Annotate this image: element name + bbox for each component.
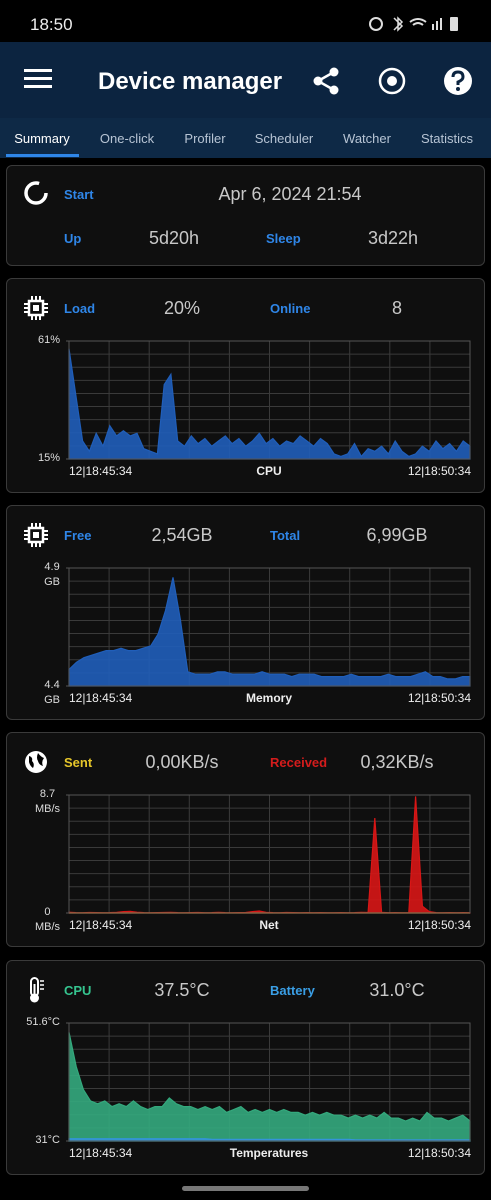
grid: [68, 794, 471, 914]
plot-frame: [68, 1022, 471, 1142]
tab[interactable]: Statistics: [420, 131, 474, 146]
tab-bar: Summary One-click Profiler Scheduler Wat…: [0, 118, 491, 158]
y-tick-label: 31°C: [35, 1134, 60, 1146]
stats-card: Free 2,54GB Total 6,99GB 4.4 GB 4.9 GB 12|18:4…: [6, 505, 485, 720]
stat-value: 8: [391, 298, 403, 318]
start-label: Start: [64, 187, 94, 202]
tab-indicator: [6, 154, 79, 157]
home-indicator: [182, 1186, 309, 1191]
stat-value: 6,99GB: [366, 525, 428, 545]
tab[interactable]: Scheduler: [254, 131, 314, 146]
y-tick-label: 51.6°C: [26, 1016, 60, 1028]
share-button[interactable]: [312, 66, 342, 96]
series-area: [68, 1138, 471, 1142]
card-icon: [24, 296, 48, 320]
stat-label: Online: [270, 301, 311, 316]
series-area: [68, 1032, 471, 1142]
chart: [66, 340, 471, 460]
tab[interactable]: Watcher: [343, 131, 391, 146]
stat-value: 31.0°C: [369, 980, 425, 1000]
up-label: Up: [64, 231, 82, 246]
stat-value: 37.5°C: [154, 980, 210, 1000]
stat-label: CPU: [64, 983, 92, 998]
x-end-label: 12|18:50:34: [407, 918, 471, 932]
x-axis-title: CPU: [256, 464, 282, 478]
card-icon: [24, 523, 48, 547]
x-start-label: 12|18:45:34: [69, 1146, 133, 1160]
tab[interactable]: Summary: [14, 131, 70, 146]
start-value: Apr 6, 2024 21:54: [218, 184, 362, 204]
sleep-label: Sleep: [266, 231, 301, 246]
stat-value: 0,00KB/s: [145, 752, 219, 772]
stat-label: Sent: [64, 755, 93, 770]
up-value: 5d20h: [148, 228, 200, 248]
stat-label: Total: [270, 528, 301, 543]
status-icons: [369, 16, 458, 32]
status-bar: 18:50: [0, 0, 491, 42]
tab[interactable]: Profiler: [184, 131, 226, 146]
stats-card: Sent 0,00KB/s Received 0,32KB/s 0 MB/s 8.7 MB…: [6, 732, 485, 947]
clock: 18:50: [30, 15, 73, 34]
x-start-label: 12|18:45:34: [69, 691, 133, 705]
series-area: [68, 348, 471, 460]
y-tick-label: 4.4 GB: [44, 679, 60, 706]
sleep-value: 3d22h: [367, 228, 419, 248]
stat-label: Received: [270, 755, 328, 770]
y-tick-label: 4.9 GB: [44, 561, 60, 588]
chart: [66, 1022, 471, 1142]
uptime-icon: [24, 181, 48, 205]
stat-label: Free: [64, 528, 92, 543]
chart: [66, 567, 471, 687]
uptime-card: Start Apr 6, 2024 21:54 Up 5d20h Sleep 3…: [6, 165, 485, 266]
x-axis-title: Net: [259, 918, 279, 932]
app-title: Device manager: [98, 68, 283, 95]
x-end-label: 12|18:50:34: [407, 464, 471, 478]
stat-value: 0,32KB/s: [360, 752, 434, 772]
card-icon: [30, 977, 44, 1003]
y-tick-label: 8.7 MB/s: [34, 788, 60, 815]
stat-label: Load: [64, 301, 96, 316]
stats-card: CPU 37.5°C Battery 31.0°C 31°C 51.6°C 12|18:45…: [6, 960, 485, 1175]
x-end-label: 12|18:50:34: [407, 691, 471, 705]
x-axis-title: Temperatures: [229, 1146, 309, 1160]
help-button[interactable]: [443, 66, 473, 96]
series-area: [68, 577, 471, 687]
plot-frame: [68, 340, 471, 460]
stat-label: Battery: [270, 983, 315, 998]
card-icon: [25, 751, 47, 773]
plot-frame: [68, 567, 471, 687]
record-button[interactable]: [377, 66, 407, 96]
stats-card: Load 20% Online 8 15% 61% 12|18:45:34 CPU 12|18:…: [6, 278, 485, 493]
plot-frame: [68, 794, 471, 914]
y-tick-label: 15%: [37, 452, 60, 464]
stat-value: 20%: [163, 298, 201, 318]
x-start-label: 12|18:45:34: [69, 918, 133, 932]
y-tick-label: 61%: [37, 334, 60, 346]
chart: [66, 794, 471, 914]
tab[interactable]: One-click: [99, 131, 155, 146]
x-axis-title: Memory: [245, 691, 293, 705]
stat-value: 2,54GB: [151, 525, 213, 545]
menu-button[interactable]: [24, 68, 52, 90]
x-end-label: 12|18:50:34: [407, 1146, 471, 1160]
x-start-label: 12|18:45:34: [69, 464, 133, 478]
y-tick-label: 0 MB/s: [34, 906, 60, 933]
app-bar: Device manager: [0, 42, 491, 118]
